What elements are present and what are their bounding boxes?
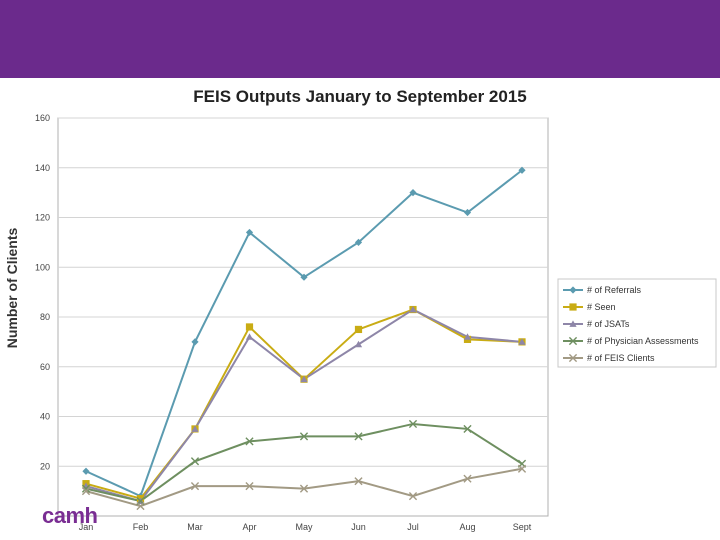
chart-title: FEIS Outputs January to September 2015 [193,87,527,106]
x-tick-label: Jan [79,522,94,532]
data-point [136,501,145,511]
y-tick-label: 20 [40,461,50,471]
data-point [409,305,417,313]
y-tick-label: 100 [35,262,50,272]
data-point [463,424,472,434]
data-point [299,484,309,493]
series-markers [81,166,527,511]
camh-logo: camh [42,503,98,528]
data-point [354,477,363,486]
legend-marker [569,303,577,311]
data-point [518,338,526,345]
x-tick-label: Sept [513,522,532,532]
data-point [408,492,418,501]
legend: # of Referrals # Seen # of JSATs # of Physi… [563,285,699,363]
legend-box [557,278,717,368]
data-point [463,208,472,217]
legend-marker [568,353,578,363]
x-tick-label: Aug [459,522,475,532]
y-tick-label: 140 [35,163,50,173]
data-point [191,338,199,346]
x-tick-label: Jun [351,522,366,532]
data-point [190,457,200,466]
data-point [82,467,90,475]
legend-marker [569,320,577,327]
x-tick-label: May [295,522,313,532]
y-tick-label: 160 [35,113,50,123]
x-tick-label: Feb [133,522,149,532]
legend-label: # Seen [587,302,616,312]
data-point [245,482,254,491]
legend-label: # of FEIS Clients [587,353,655,363]
y-tick-label: 40 [40,412,50,422]
data-point [354,432,363,441]
data-point [81,487,91,496]
legend-marker [569,286,577,294]
data-point [354,325,363,334]
gridlines [58,117,548,467]
data-point [245,228,254,237]
data-point [354,340,363,348]
legend-label: # of Referrals [587,285,642,295]
legend-marker [568,336,578,346]
data-point [408,419,418,429]
x-tick-label: Jul [407,522,419,532]
y-tick-label: 80 [40,312,50,322]
data-point [517,464,527,473]
data-point [191,425,199,432]
data-point [299,432,309,441]
x-tick-label: Apr [242,522,256,532]
data-point [463,474,472,483]
data-point [518,166,526,174]
data-point [300,273,308,281]
data-point [245,323,254,331]
legend-label: # of Physician Assessments [587,336,699,346]
data-point [245,437,254,446]
data-point [245,333,254,340]
header-banner [0,0,720,78]
data-point [409,189,417,197]
x-tick-label: Mar [187,522,203,532]
data-point [190,482,200,491]
data-point [354,238,363,246]
y-tick-label: 120 [35,213,50,223]
y-tick-labels: 20 40 60 80 100 120 140 160 [35,113,50,471]
x-tick-labels: Jan Feb Mar Apr May Jun Jul Aug Sept [79,522,532,532]
y-tick-label: 60 [40,362,50,372]
legend-label: # of JSATs [587,319,630,329]
data-point [81,484,91,493]
data-point [463,333,472,340]
data-point [300,375,308,383]
